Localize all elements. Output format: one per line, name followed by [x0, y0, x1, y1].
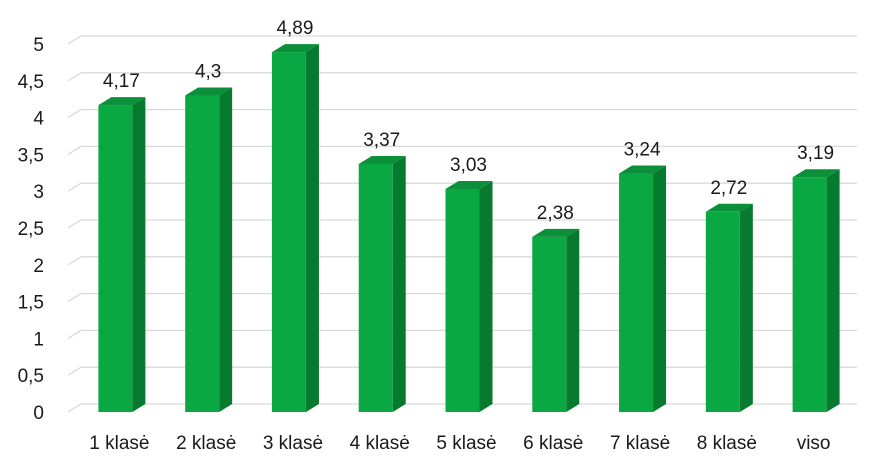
y-tick-label: 1,5: [18, 293, 44, 314]
data-label: 4,17: [103, 71, 140, 92]
gridline: [67, 329, 857, 339]
x-category-label: 7 klasė: [610, 433, 670, 454]
data-label: 2,72: [710, 178, 747, 199]
y-tick-label: 1: [33, 329, 44, 350]
gridline: [67, 182, 857, 192]
bar-top: [185, 87, 233, 96]
gridline: [67, 72, 857, 82]
bar-front: [792, 177, 827, 412]
data-label: 4,3: [195, 62, 221, 83]
data-labels: 4,17 4,3 4,89 3,37 3,03 2,38 3,24 2,72 3,19: [103, 18, 834, 224]
bar: [358, 155, 406, 412]
bar-side: [219, 87, 233, 413]
bar: [532, 228, 580, 412]
bar-front: [532, 236, 567, 412]
x-category-label: 8 klasė: [697, 433, 757, 454]
bar-top: [358, 155, 406, 164]
bar: [445, 180, 493, 412]
bar-side: [826, 169, 840, 412]
bar-top: [445, 180, 493, 189]
data-label: 3,24: [624, 140, 661, 161]
bar-side: [392, 155, 406, 412]
y-tick-label: 2: [33, 256, 44, 277]
data-label: 4,89: [276, 18, 313, 39]
x-category-label: 4 klasė: [350, 433, 410, 454]
bar-front: [445, 188, 480, 412]
bar: [185, 87, 233, 413]
bar-side: [739, 203, 753, 412]
data-label: 3,37: [363, 130, 400, 151]
bar-side: [132, 97, 146, 412]
gridline: [67, 292, 857, 303]
bar-top: [98, 97, 146, 106]
bar-side: [653, 165, 667, 412]
bars: [98, 44, 840, 413]
bar-front: [271, 52, 306, 412]
x-category-label: 5 klasė: [436, 433, 496, 454]
gridlines: [67, 35, 857, 413]
gridline: [67, 145, 857, 155]
y-tick-label: 4: [33, 109, 44, 130]
x-category-label: 3 klasė: [263, 433, 323, 454]
x-category-label: viso: [797, 433, 831, 454]
bar-front: [619, 173, 654, 412]
x-category-label: 1 klasė: [89, 433, 149, 454]
x-category-label: 2 klasė: [176, 433, 236, 454]
bar-front: [705, 211, 740, 412]
bar: [705, 203, 753, 412]
bar-top: [271, 44, 319, 53]
bar-top: [532, 228, 580, 237]
y-tick-label: 2,5: [18, 219, 44, 240]
bar-side: [305, 44, 319, 412]
bar-top: [705, 203, 753, 212]
y-tick-label: 0,5: [18, 366, 44, 387]
y-tick-label: 5: [33, 35, 44, 56]
bar-front: [185, 95, 220, 413]
y-tick-label: 3: [33, 182, 44, 203]
gridline: [67, 108, 857, 119]
bar: [792, 169, 840, 412]
gridline: [67, 366, 857, 376]
bar: [271, 44, 319, 412]
y-tick-label: 0: [33, 403, 44, 424]
y-axis-ticks: 0 0,5 1 1,5 2 2,5 3 3,5 4 4,5 5: [18, 35, 45, 424]
bar: [619, 165, 667, 412]
data-label: 3,03: [450, 155, 487, 176]
bar-top: [792, 169, 840, 178]
gridline: [67, 35, 857, 45]
x-category-label: 6 klasė: [523, 433, 583, 454]
data-label: 3,19: [797, 143, 834, 164]
y-tick-label: 3,5: [18, 145, 44, 166]
bar-side: [566, 228, 580, 412]
x-axis-categories: 1 klasė 2 klasė 3 klasė 4 klasė 5 klasė 6 kla…: [89, 433, 830, 454]
gridline: [67, 256, 857, 266]
gridline: [67, 403, 857, 413]
bar-top: [619, 165, 667, 174]
bar-side: [479, 180, 493, 412]
bar-front: [98, 105, 133, 412]
gridline: [67, 219, 857, 229]
data-label: 2,38: [537, 203, 574, 224]
bar: [98, 97, 146, 412]
y-tick-label: 4,5: [18, 72, 44, 93]
bar-front: [358, 163, 393, 412]
